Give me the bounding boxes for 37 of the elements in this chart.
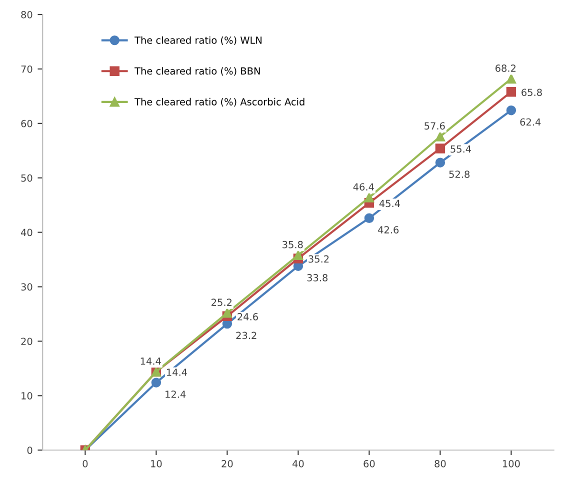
x-tick-label: 40 xyxy=(292,460,304,468)
data-label: 62.4 xyxy=(520,118,541,126)
legend-label: The cleared ratio (%) Ascorbic Acid xyxy=(134,98,304,107)
y-tick-label: 40 xyxy=(20,228,32,236)
data-label: 55.4 xyxy=(450,145,472,153)
data-label: 52.8 xyxy=(449,170,470,178)
data-label: 35.2 xyxy=(308,255,329,263)
y-tick-label: 30 xyxy=(21,283,32,291)
y-tick-label: 0 xyxy=(27,446,32,454)
y-tick-label: 80 xyxy=(21,11,32,18)
data-label: 68.2 xyxy=(496,64,516,72)
data-label: 14.4 xyxy=(140,358,161,365)
data-label: 33.8 xyxy=(307,274,328,282)
data-label: 14.4 xyxy=(166,368,188,376)
data-label: 65.8 xyxy=(522,88,542,96)
data-label: 25.2 xyxy=(212,298,232,306)
x-tick-label: 20 xyxy=(222,460,233,468)
x-tick-label: 100 xyxy=(502,460,520,468)
x-tick-label: 80 xyxy=(434,460,446,468)
data-label: 35.8 xyxy=(282,240,303,248)
data-label: 24.6 xyxy=(238,313,258,320)
data-label: 12.4 xyxy=(166,390,186,398)
x-tick-label: 0 xyxy=(82,460,88,468)
x-tick-label: 10 xyxy=(151,460,162,468)
data-label: 46.4 xyxy=(353,183,374,191)
y-tick-label: 50 xyxy=(21,174,32,182)
x-tick-label: 60 xyxy=(364,460,375,468)
data-label: 57.6 xyxy=(424,122,445,130)
y-tick-label: 70 xyxy=(21,65,32,73)
data-label: 23.2 xyxy=(236,332,256,340)
y-tick-label: 60 xyxy=(21,120,32,128)
data-label: 45.4 xyxy=(379,200,400,208)
y-tick-label: 10 xyxy=(22,392,32,400)
data-label: 42.6 xyxy=(378,226,399,234)
legend-label: The cleared ratio (%) BBN xyxy=(134,67,260,76)
y-tick-label: 20 xyxy=(21,338,32,346)
legend-label: The cleared ratio (%) WLN xyxy=(134,36,262,46)
